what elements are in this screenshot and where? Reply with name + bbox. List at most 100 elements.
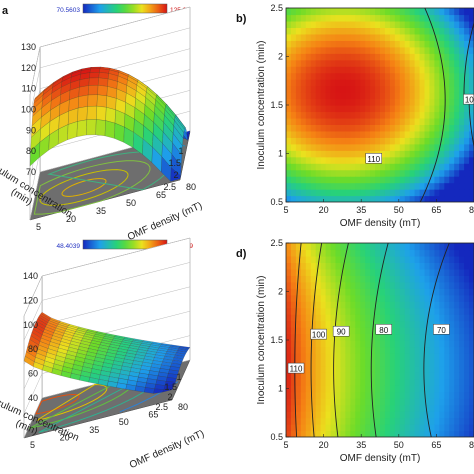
heatmap-cell: [300, 150, 307, 158]
heatmap-cell: [350, 243, 356, 251]
heatmap-cell: [449, 268, 455, 276]
heatmap-cell: [454, 150, 460, 158]
heatmap-cell: [419, 346, 426, 354]
heatmap-cell: [449, 8, 455, 16]
heatmap-cell: [305, 249, 312, 257]
heatmap-cell: [330, 189, 337, 197]
heatmap-cell: [380, 249, 386, 257]
heatmap-cell: [414, 85, 421, 93]
heatmap-cell: [454, 314, 460, 322]
heatmap-cell: [350, 314, 356, 322]
heatmap-cell: [444, 53, 450, 61]
heatmap-cell: [384, 385, 391, 393]
heatmap-cell: [464, 262, 470, 270]
heatmap-cell: [444, 424, 450, 432]
heatmap-cell: [350, 59, 356, 67]
heatmap-cell: [335, 20, 342, 28]
heatmap-cell: [434, 111, 440, 119]
heatmap-cell: [360, 417, 366, 425]
heatmap-cell: [419, 98, 426, 106]
heatmap-cell: [325, 333, 332, 341]
heatmap-cell: [439, 307, 445, 315]
x-tick-label: 5: [36, 222, 41, 232]
heatmap-cell: [315, 417, 322, 425]
heatmap-cell: [429, 8, 436, 16]
heatmap-cell: [300, 46, 307, 54]
heatmap-cell: [335, 150, 342, 158]
heatmap-cell: [325, 92, 332, 100]
heatmap-cell: [295, 117, 302, 125]
heatmap-cell: [335, 66, 342, 74]
heatmap-cell: [320, 46, 327, 54]
heatmap-cell: [300, 169, 307, 177]
y-tick-label: 2: [167, 392, 172, 402]
heatmap-cell: [389, 249, 396, 257]
heatmap-cell: [469, 249, 474, 257]
heatmap-cell: [380, 182, 386, 190]
heatmap-cell: [389, 404, 396, 412]
heatmap-cell: [340, 255, 346, 263]
heatmap-cell: [355, 163, 361, 171]
heatmap-cell: [350, 14, 356, 22]
heatmap-cell: [375, 398, 381, 406]
heatmap-cell: [429, 182, 436, 190]
heatmap-cell: [340, 105, 346, 113]
heatmap-cell: [419, 59, 426, 67]
heatmap-cell: [330, 378, 337, 386]
heatmap-cell: [286, 46, 292, 54]
heatmap-cell: [325, 176, 332, 184]
heatmap-cell: [424, 378, 431, 386]
heatmap-cell: [360, 40, 366, 48]
floor-contour: [35, 393, 80, 415]
heatmap-cell: [394, 137, 401, 145]
contour-label: 110: [290, 365, 303, 374]
heatmap-cell: [375, 46, 381, 54]
heatmap-cell: [444, 105, 450, 113]
heatmap-cell: [404, 398, 411, 406]
heatmap-cell: [340, 66, 346, 74]
heatmap-cell: [454, 46, 460, 54]
x-tick-label: 20: [319, 205, 329, 215]
heatmap-cell: [394, 398, 401, 406]
heatmap-cell: [320, 404, 327, 412]
panel-letter: a: [2, 5, 9, 17]
heatmap-cell: [290, 182, 297, 190]
heatmap-cell: [365, 27, 371, 35]
heatmap-cell: [389, 163, 396, 171]
heatmap-cell: [404, 124, 411, 132]
heatmap-cell: [424, 156, 431, 164]
heatmap-cell: [335, 92, 342, 100]
heatmap-cell: [360, 33, 366, 41]
heatmap-cell: [434, 98, 440, 106]
heatmap-cell: [419, 294, 426, 302]
heatmap-cell: [399, 307, 406, 315]
heatmap-cell: [340, 340, 346, 348]
heatmap-cell: [330, 59, 337, 67]
heatmap-cell: [414, 72, 421, 80]
z-tick-label: 100: [23, 320, 38, 330]
heatmap-cell: [439, 72, 445, 80]
heatmap-cell: [459, 281, 465, 289]
heatmap-cell: [365, 255, 371, 263]
heatmap-cell: [330, 66, 337, 74]
heatmap-cell: [409, 156, 416, 164]
heatmap-cell: [409, 92, 416, 100]
heatmap-cell: [360, 294, 366, 302]
heatmap-cell: [449, 53, 455, 61]
heatmap-cell: [330, 255, 337, 263]
heatmap-cell: [370, 189, 376, 197]
heatmap-cell: [409, 243, 416, 251]
heatmap-cell: [335, 8, 342, 16]
heatmap-cell: [330, 33, 337, 41]
heatmap-cell: [355, 53, 361, 61]
heatmap-cell: [355, 288, 361, 296]
heatmap-cell: [439, 98, 445, 106]
heatmap-cell: [399, 195, 406, 202]
heatmap-cell: [355, 365, 361, 373]
heatmap-cell: [404, 72, 411, 80]
heatmap-cell: [459, 124, 465, 132]
heatmap-cell: [394, 307, 401, 315]
heatmap-cell: [370, 46, 376, 54]
heatmap-cell: [345, 14, 351, 22]
heatmap-cell: [340, 391, 346, 399]
